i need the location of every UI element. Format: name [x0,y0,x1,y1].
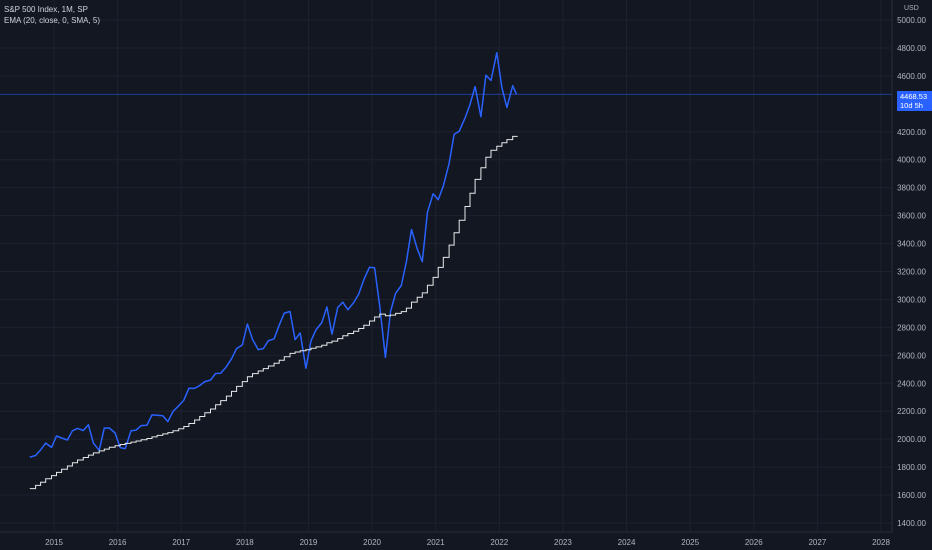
y-tick-label: 4000.00 [897,156,926,165]
y-tick-label: 2800.00 [897,323,926,332]
x-tick-label: 2015 [45,538,63,547]
ema-series-line [29,135,518,490]
y-tick-label: 3600.00 [897,212,926,221]
x-tick-label: 2025 [681,538,699,547]
y-tick-label: 1600.00 [897,491,926,500]
x-tick-label: 2028 [872,538,890,547]
x-tick-label: 2027 [808,538,826,547]
y-tick-label: 1400.00 [897,519,926,528]
y-tick-label: 3800.00 [897,184,926,193]
x-tick-label: 2018 [236,538,254,547]
x-tick-label: 2026 [745,538,763,547]
y-tick-label: 2000.00 [897,435,926,444]
y-tick-label: 3200.00 [897,268,926,277]
y-tick-label: 2600.00 [897,351,926,360]
x-tick-label: 2024 [618,538,636,547]
series-layer [0,51,892,490]
x-tick-label: 2019 [300,538,318,547]
y-tick-label: 2400.00 [897,379,926,388]
y-tick-label: 1800.00 [897,463,926,472]
x-tick-label: 2020 [363,538,381,547]
price-series-line [29,51,518,458]
bar-countdown: 10d 5h [900,101,923,110]
y-tick-label: 5000.00 [897,16,926,25]
y-tick-label: 4200.00 [897,128,926,137]
price-axis[interactable]: 5000.00 4800.00 4600.00 4200.00 4000.00 3800.… [891,0,927,532]
x-tick-label: 2016 [109,538,127,547]
x-tick-label: 2023 [554,538,572,547]
time-axis[interactable]: 2015 2016 2017 2018 2019 2020 2021 2022 2023 2024… [0,531,892,547]
y-tick-label: 4800.00 [897,44,926,53]
y-tick-label: 2200.00 [897,407,926,416]
legend-symbol[interactable]: S&P 500 Index, 1M, SP [4,5,88,14]
grid-lines [0,0,892,532]
currency-label[interactable]: USD [904,5,919,12]
y-tick-label: 4600.00 [897,72,926,81]
y-tick-label: 3400.00 [897,240,926,249]
x-tick-label: 2022 [490,538,508,547]
current-price-badge: 4468.53 10d 5h [897,91,932,111]
x-tick-label: 2021 [427,538,445,547]
legend-indicator[interactable]: EMA (20, close, 0, SMA, 5) [4,16,101,25]
x-tick-label: 2017 [172,538,190,547]
y-tick-label: 3000.00 [897,295,926,304]
legend: S&P 500 Index, 1M, SP EMA (20, close, 0,… [4,4,100,26]
current-price-value: 4468.53 [900,92,928,101]
